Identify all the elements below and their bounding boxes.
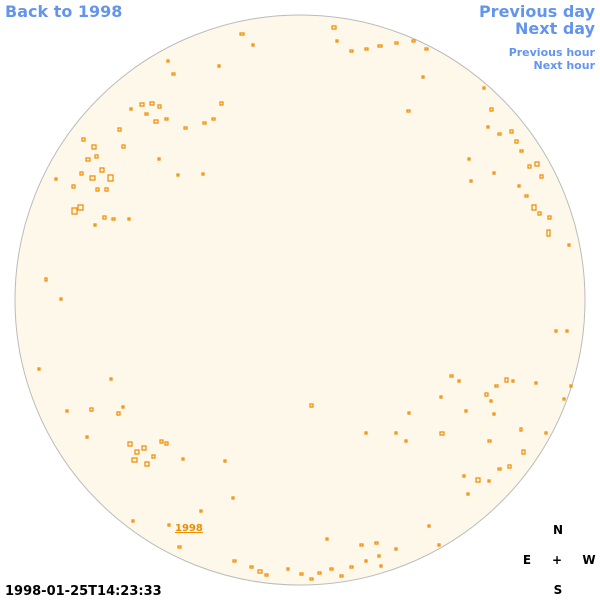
back-link[interactable]: Back to 1998 [5,2,122,21]
compass-south: S [554,583,563,597]
compass-west: W [582,553,595,567]
previous-hour-link[interactable]: Previous hour [509,46,596,59]
next-day-link[interactable]: Next day [515,19,596,38]
active-region-contours [37,25,573,581]
year-label: 1998 [175,523,203,534]
solar-disk [14,14,586,586]
compass-north: N [553,523,563,537]
compass-center: + [552,553,562,567]
compass-east: E [523,553,531,567]
previous-day-link[interactable]: Previous day [479,2,596,21]
timestamp: 1998-01-25T14:23:33 [5,584,162,599]
next-hour-link[interactable]: Next hour [534,59,596,72]
